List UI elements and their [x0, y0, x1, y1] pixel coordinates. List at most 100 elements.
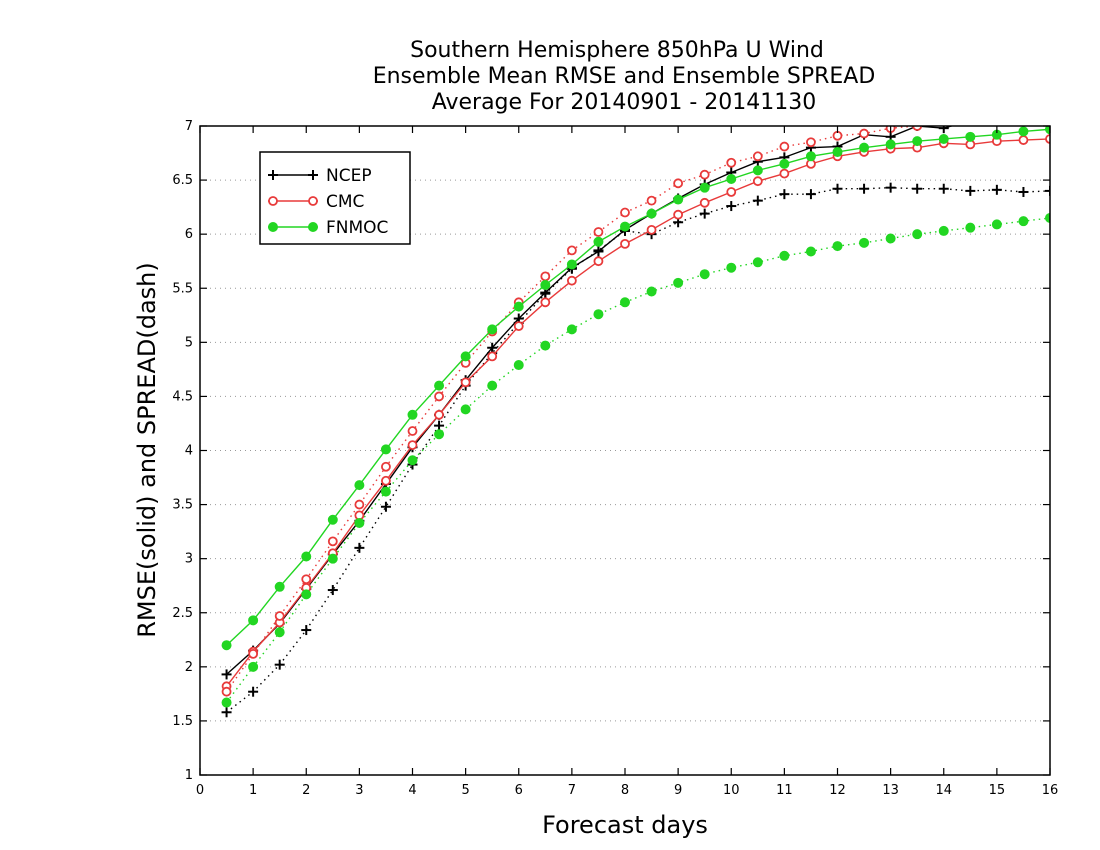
legend-marker — [308, 196, 318, 206]
legend-items: NCEP CMC FNMOC — [268, 166, 388, 238]
point-ncep-spread — [805, 189, 816, 200]
point-cmc-spread — [673, 178, 684, 189]
y-tick-label: 7 — [185, 119, 193, 134]
legend-label: FNMOC — [326, 218, 388, 238]
x-tick-label: 3 — [355, 783, 363, 798]
point-fnmoc-rmse — [646, 208, 657, 219]
legend: NCEP CMC FNMOC — [259, 151, 411, 245]
point-cmc-spread — [699, 169, 710, 180]
point-cmc-spread — [859, 128, 869, 139]
point-ncep-spread — [1045, 185, 1050, 196]
point-fnmoc-spread — [566, 324, 577, 335]
point-fnmoc-spread — [487, 380, 498, 391]
point-cmc-rmse — [487, 351, 498, 362]
point-cmc-spread — [327, 536, 338, 547]
x-axis-label: Forecast days — [542, 811, 708, 839]
y-tick-label: 5 — [185, 335, 193, 350]
point-fnmoc-rmse — [248, 615, 259, 626]
point-fnmoc-rmse — [274, 581, 285, 592]
point-fnmoc-spread — [752, 257, 763, 268]
point-cmc-rmse — [540, 297, 551, 308]
point-fnmoc-spread — [593, 309, 604, 320]
point-fnmoc-rmse — [380, 444, 391, 455]
point-cmc-rmse — [593, 256, 604, 267]
point-fnmoc-rmse — [832, 146, 843, 157]
x-tick-label: 0 — [196, 783, 204, 798]
legend-item-ncep: NCEP — [268, 166, 372, 186]
point-fnmoc-rmse — [301, 551, 312, 562]
point-cmc-rmse — [779, 168, 790, 179]
point-fnmoc-rmse — [327, 514, 338, 525]
point-fnmoc-spread — [460, 404, 471, 415]
point-cmc-rmse — [513, 321, 524, 332]
point-fnmoc-rmse — [434, 380, 445, 391]
point-ncep-spread — [726, 201, 737, 212]
point-cmc-rmse — [752, 176, 763, 187]
point-cmc-spread — [434, 391, 444, 402]
point-fnmoc-spread — [301, 589, 312, 600]
point-fnmoc-rmse — [1018, 126, 1029, 137]
point-cmc-spread — [381, 461, 391, 472]
chart-title-line-3: Average For 20140901 - 20141130 — [432, 90, 817, 115]
point-cmc-spread — [593, 227, 604, 237]
x-tick-label: 10 — [723, 783, 740, 798]
point-ncep-spread — [991, 184, 1002, 195]
point-fnmoc-rmse — [965, 131, 976, 142]
point-cmc-spread — [301, 574, 312, 585]
point-cmc-rmse — [726, 187, 737, 197]
point-cmc-spread — [912, 126, 923, 131]
point-fnmoc-rmse — [1045, 126, 1050, 135]
point-fnmoc-spread — [699, 269, 710, 280]
point-fnmoc-spread — [620, 297, 630, 308]
series-fnmoc-spread — [221, 212, 1050, 708]
point-fnmoc-spread — [221, 697, 232, 708]
point-ncep-spread — [354, 542, 365, 553]
point-ncep-spread — [593, 245, 604, 256]
point-fnmoc-spread — [805, 246, 816, 257]
point-ncep-spread — [859, 183, 870, 194]
point-ncep-spread — [885, 182, 896, 193]
point-fnmoc-rmse — [912, 136, 923, 147]
point-ncep-spread — [699, 208, 710, 219]
point-cmc-spread — [779, 141, 790, 152]
point-cmc-rmse — [1045, 134, 1050, 144]
y-tick-label: 6.5 — [172, 173, 193, 188]
point-cmc-rmse — [566, 275, 577, 286]
y-axis-label: RMSE(solid) and SPREAD(dash) — [133, 262, 161, 638]
x-tick-label: 8 — [621, 783, 629, 798]
point-fnmoc-spread — [1018, 216, 1029, 227]
point-ncep-spread — [965, 185, 976, 196]
point-cmc-rmse — [434, 409, 444, 420]
point-fnmoc-spread — [434, 429, 445, 440]
point-ncep-spread — [832, 183, 843, 194]
point-fnmoc-rmse — [593, 236, 604, 247]
point-fnmoc-rmse — [673, 194, 684, 205]
point-fnmoc-spread — [513, 360, 524, 371]
point-ncep-spread — [779, 189, 790, 200]
point-fnmoc-spread — [885, 233, 896, 244]
point-fnmoc-rmse — [620, 221, 630, 232]
point-fnmoc-spread — [726, 262, 737, 273]
point-cmc-spread — [646, 195, 657, 206]
legend-box — [259, 151, 411, 245]
point-fnmoc-spread — [859, 237, 870, 248]
point-cmc-spread — [248, 648, 259, 659]
point-fnmoc-spread — [938, 225, 949, 236]
y-tick-label: 3 — [185, 552, 193, 567]
x-tick-label: 12 — [829, 783, 846, 798]
point-cmc-spread — [407, 426, 418, 436]
point-fnmoc-rmse — [699, 182, 710, 193]
y-tick-label: 4 — [185, 444, 193, 459]
point-ncep-spread — [1018, 186, 1029, 197]
x-tick-label: 4 — [408, 783, 416, 798]
point-cmc-spread — [726, 157, 737, 168]
y-tick-label: 1.5 — [172, 714, 193, 729]
point-fnmoc-rmse — [221, 640, 232, 651]
point-fnmoc-rmse — [540, 280, 551, 291]
point-fnmoc-spread — [540, 340, 551, 351]
point-fnmoc-rmse — [354, 480, 365, 491]
x-tick-label: 2 — [302, 783, 310, 798]
point-cmc-rmse — [699, 197, 710, 208]
point-cmc-spread — [620, 207, 630, 218]
